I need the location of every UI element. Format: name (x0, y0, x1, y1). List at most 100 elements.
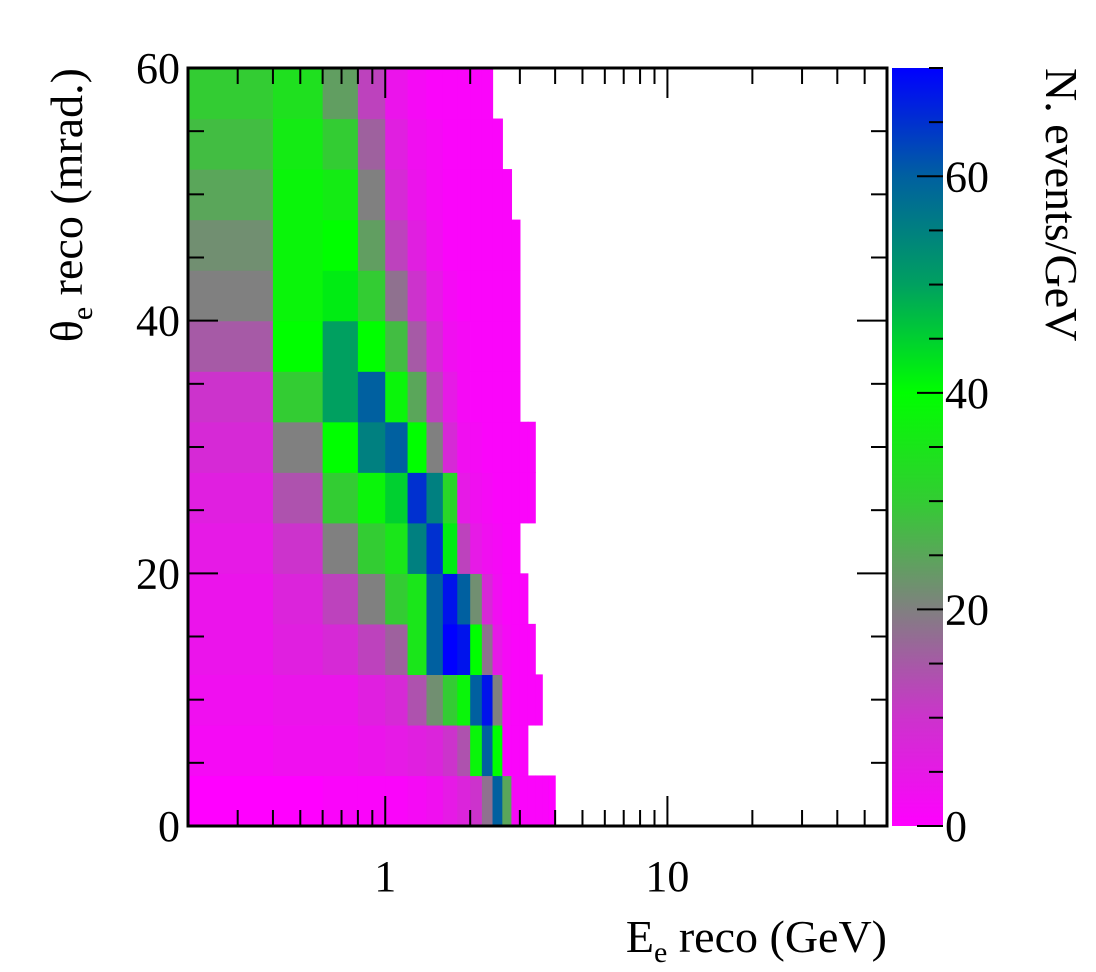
heatmap-cell (511, 371, 521, 423)
heatmap-cell (502, 421, 513, 473)
heatmap-cell (492, 371, 503, 423)
heatmap-cell (511, 724, 521, 777)
x-axis-title-subscript: e (654, 936, 667, 969)
heatmap-cell (426, 472, 444, 524)
heatmap-cell (407, 219, 428, 271)
heatmap-cell (385, 724, 409, 777)
heatmap-cell (272, 472, 324, 524)
heatmap-cell (542, 775, 550, 827)
heatmap-cell (442, 573, 458, 625)
heatmap-cell (357, 320, 386, 372)
heatmap-cell (527, 472, 536, 524)
heatmap-cell (407, 522, 428, 574)
heatmap-cell (272, 775, 324, 827)
heatmap-cell (535, 775, 543, 827)
x-tick-label: 1 (374, 852, 396, 901)
heatmap-cell (188, 775, 274, 827)
z-axis: 0 20 40 60 (917, 67, 989, 851)
heatmap-cell (322, 674, 359, 726)
heatmap-cell (470, 674, 483, 726)
heatmap-cell (357, 421, 386, 473)
heatmap-cell (470, 68, 483, 120)
y-axis-title: θe reco (mrad.) (41, 68, 99, 342)
heatmap-cell (519, 573, 529, 625)
heatmap-cell (481, 573, 494, 625)
heatmap-cell (457, 421, 471, 473)
heatmap-cell (272, 219, 324, 271)
heatmap-cell (519, 775, 529, 827)
heatmap-cell (492, 219, 503, 271)
heatmap-cell (470, 472, 483, 524)
heatmap-cell (442, 472, 458, 524)
heatmap-cell (481, 472, 494, 524)
y-tick-label: 20 (136, 549, 180, 598)
heatmap-cell (442, 724, 458, 777)
heatmap-cell (492, 775, 503, 827)
heatmap-cell (511, 674, 521, 726)
heatmap-cell (457, 371, 471, 423)
heatmap-cell (457, 270, 471, 322)
heatmap-cell (470, 623, 483, 675)
heatmap-cell (272, 371, 324, 423)
z-axis-title: N. events/GeV (1036, 68, 1087, 341)
heatmap-cell (502, 674, 513, 726)
heatmap-cell (457, 472, 471, 524)
heatmap-cell (511, 270, 521, 322)
heatmap-cell (502, 320, 513, 372)
heatmap-cell (470, 421, 483, 473)
heatmap-cell (272, 522, 324, 574)
heatmap-cell (272, 421, 324, 473)
heatmap-cell (457, 320, 471, 372)
x-axis-title: Ee reco (GeV) (626, 911, 887, 969)
z-tick-label: 60 (945, 152, 989, 201)
y-axis-title-rest: reco (mrad.) (41, 68, 92, 307)
heatmap-cell (407, 775, 428, 827)
heatmap-cell (407, 724, 428, 777)
heatmap-cell (470, 573, 483, 625)
heatmap-cell (442, 68, 458, 120)
heatmap-cell (519, 674, 529, 726)
heatmap-cell (470, 522, 483, 574)
x-axis-title-rest: reco (GeV) (667, 911, 887, 962)
heatmap-cell (511, 320, 521, 372)
heatmap-cell (188, 623, 274, 675)
heatmap-cell (511, 472, 521, 524)
heatmap-cell (188, 573, 274, 625)
heatmap-cell (357, 573, 386, 625)
z-tick-label: 0 (945, 802, 967, 851)
heatmap-cell (322, 623, 359, 675)
heatmap-cell (407, 320, 428, 372)
heatmap-cell (426, 573, 444, 625)
heatmap-cell (407, 421, 428, 473)
x-tick-label: 10 (645, 852, 689, 901)
heatmap-cell (407, 623, 428, 675)
heatmap-cell (527, 775, 536, 827)
heatmap-cell (426, 623, 444, 675)
heatmap-cell (426, 320, 444, 372)
heatmap-cell (457, 775, 471, 827)
heatmap-cell (502, 371, 513, 423)
heatmap-cell (272, 169, 324, 221)
heatmap-cell (511, 623, 521, 675)
heatmap-cell (407, 118, 428, 170)
heatmap-cell (407, 270, 428, 322)
heatmap-cell (457, 169, 471, 221)
heatmap-cell (481, 169, 494, 221)
heatmap-cell (357, 371, 386, 423)
heatmap-cell (492, 169, 503, 221)
heatmap-cell (442, 421, 458, 473)
heatmap-cell (385, 674, 409, 726)
heatmap-cell (457, 573, 471, 625)
heatmap-cell (407, 674, 428, 726)
heatmap-cell (492, 320, 503, 372)
heatmap-cell (188, 270, 274, 322)
heatmap-cell (457, 118, 471, 170)
heatmap-cell (385, 219, 409, 271)
heatmap-cell (527, 421, 536, 473)
heatmap-cell (481, 775, 494, 827)
heatmap-cell (272, 674, 324, 726)
heatmap-cell (442, 169, 458, 221)
y-axis: 0 20 40 60 (136, 44, 887, 851)
z-tick-label: 40 (945, 369, 989, 418)
